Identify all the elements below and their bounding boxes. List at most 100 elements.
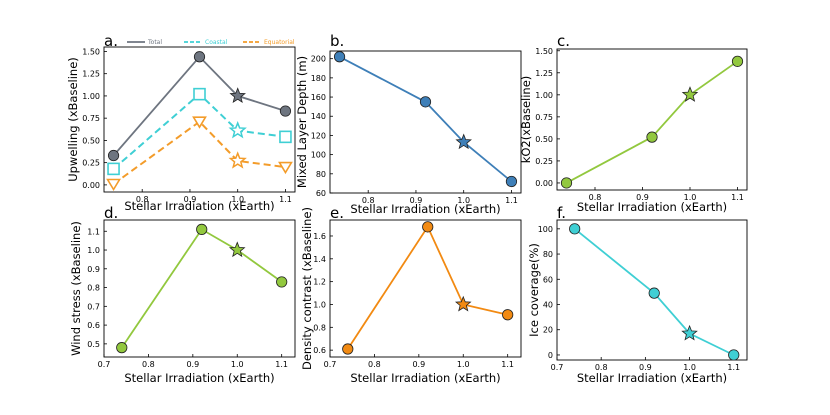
panel-d: 0.7 0.8 0.9 1.0 1.10.50.60.70.80.91.01.1Stel… bbox=[69, 204, 296, 385]
x-tick-label: 0.8 bbox=[589, 193, 602, 202]
p4-s0-pt0-marker bbox=[342, 343, 354, 355]
p0-s1-pt3-marker bbox=[279, 130, 292, 144]
x-axis-label: Stellar Irradiation (xEarth) bbox=[350, 371, 500, 385]
x-tick-label: 1.0 bbox=[231, 195, 244, 204]
y-axis-label: Ice coverage(%) bbox=[527, 243, 541, 337]
p1-s0-pt0-marker bbox=[333, 51, 346, 63]
p1-s0-pt1-marker bbox=[419, 96, 432, 108]
axes-frame bbox=[103, 46, 296, 193]
p0-s1-pt0-marker bbox=[107, 162, 120, 176]
y-tick-label: 0.8 bbox=[87, 284, 100, 293]
legend-label-equatorial: Equatorial bbox=[264, 39, 295, 46]
x-tick-label: 1.0 bbox=[231, 360, 244, 369]
y-tick-label: 200 bbox=[311, 55, 326, 64]
y-axis-label: kO2(xBaseline) bbox=[519, 76, 533, 164]
x-tick-label: 1.1 bbox=[501, 360, 514, 369]
panel-label: f. bbox=[557, 204, 566, 222]
p2-s0-pt0-marker bbox=[560, 177, 573, 189]
y-tick-label: 180 bbox=[311, 74, 326, 83]
p1-s0-pt2-star-marker bbox=[455, 133, 472, 150]
series-line-ko2 bbox=[566, 60, 739, 184]
y-tick-label: 0.50 bbox=[535, 135, 553, 144]
x-axis-label: Stellar Irradiation (xEarth) bbox=[577, 371, 727, 385]
p0-s0-pt3-marker bbox=[279, 105, 292, 117]
panel-a: 0.8 0.9 1.0 1.1 0.00 0.25 0.50 0.75 1.00 1.25 1.50… bbox=[66, 32, 296, 213]
y-axis-label: Density contrast (xBaseline) bbox=[300, 207, 314, 370]
y-tick-label: 1.0 bbox=[313, 300, 326, 309]
y-axis-label: Wind stress (xBaseline) bbox=[69, 221, 83, 356]
y-tick-label: 0.25 bbox=[82, 159, 100, 168]
y-tick-label: 120 bbox=[311, 131, 326, 140]
x-tick-label: 1.1 bbox=[279, 195, 292, 204]
y-tick-label: 1.1 bbox=[87, 227, 100, 236]
p0-s2-pt0-marker bbox=[106, 178, 121, 192]
x-axis-label: Stellar Irradiation (xEarth) bbox=[124, 199, 274, 213]
x-tick-label: 0.8 bbox=[362, 196, 375, 205]
y-tick-label: 160 bbox=[311, 93, 326, 102]
p4-s0-pt1-marker bbox=[422, 221, 434, 233]
series-line-total bbox=[112, 55, 286, 157]
p3-s0-pt2-star-marker bbox=[228, 241, 246, 258]
p2-s0-pt1-marker bbox=[646, 131, 658, 143]
panel-f: 0.7 0.8 0.9 1.0 1.1 0 20 40 60 80 100 Stellar Irrad… bbox=[527, 204, 748, 385]
x-tick-label: 1.1 bbox=[727, 363, 740, 372]
p5-s0-pt0-marker bbox=[569, 223, 581, 235]
y-tick-label: 20 bbox=[543, 326, 553, 335]
y-tick-label: 0.75 bbox=[535, 113, 553, 122]
y-tick-label: 0.5 bbox=[87, 340, 100, 349]
x-axis-label: Stellar Irradiation (xEarth) bbox=[350, 202, 500, 216]
y-tick-label: 40 bbox=[543, 301, 553, 310]
legend-label-coastal: Coastal bbox=[205, 39, 228, 46]
x-tick-label: 0.9 bbox=[639, 363, 652, 372]
y-tick-label: 1.25 bbox=[82, 70, 100, 79]
y-tick-label: 1.6 bbox=[313, 232, 326, 241]
series-line-wind-stress bbox=[121, 228, 283, 349]
panel-b: 0.8 0.9 1.0 1.1 60 80 100 120 140 160 180 200 Stella… bbox=[295, 32, 522, 216]
y-tick-label: 0.7 bbox=[87, 302, 100, 311]
y-tick-label: 0.75 bbox=[82, 114, 100, 123]
y-axis-label: Mixed Layer Depth (m) bbox=[295, 56, 309, 188]
p1-s0-pt3-marker bbox=[505, 175, 518, 188]
axes-frame bbox=[329, 50, 522, 194]
series-line-mixed-layer-depth bbox=[339, 56, 512, 183]
x-tick-label: 0.8 bbox=[142, 360, 155, 369]
y-tick-label: 60 bbox=[543, 275, 553, 284]
y-tick-label: 80 bbox=[543, 250, 553, 259]
x-tick-label: 0.9 bbox=[184, 195, 197, 204]
series-line-density-contrast bbox=[347, 224, 508, 350]
y-tick-label: 1.50 bbox=[535, 47, 553, 56]
y-tick-label: 0.00 bbox=[535, 179, 553, 188]
y-tick-label: 0.6 bbox=[313, 346, 326, 355]
p4-s0-pt3-marker bbox=[502, 309, 514, 321]
panel-c: 0.8 0.9 1.0 1.1 0.00 0.25 0.50 0.75 1.00 1.25 1.50… bbox=[519, 32, 748, 214]
y-tick-label: 1.2 bbox=[313, 278, 326, 287]
p0-s0-pt0-marker bbox=[107, 149, 120, 162]
panel-label: b. bbox=[330, 32, 344, 50]
y-tick-label: 80 bbox=[316, 170, 326, 179]
x-tick-label: 1.1 bbox=[731, 193, 744, 202]
x-tick-label: 0.8 bbox=[136, 195, 149, 204]
axes-frame bbox=[103, 219, 296, 358]
series-line-coastal bbox=[112, 92, 286, 170]
p3-s0-pt3-marker bbox=[276, 276, 288, 288]
panel-label: c. bbox=[557, 32, 570, 50]
y-axis-label: Upwelling (xBaseline) bbox=[66, 57, 80, 182]
p3-s0-pt0-marker bbox=[116, 342, 128, 354]
p5-s0-pt3-marker bbox=[728, 349, 740, 361]
y-tick-label: 1.50 bbox=[82, 47, 100, 56]
p3-s0-pt1-marker bbox=[196, 223, 208, 235]
p2-s0-pt2-star-marker bbox=[681, 86, 699, 102]
p5-s0-pt2-star-marker bbox=[681, 324, 698, 341]
x-axis-label: Stellar Irradiation (xEarth) bbox=[577, 200, 727, 214]
y-tick-label: 100 bbox=[311, 151, 326, 160]
y-tick-label: 60 bbox=[316, 189, 326, 198]
x-tick-label: 1.0 bbox=[457, 196, 470, 205]
p0-s1-pt2-star-marker bbox=[228, 120, 247, 139]
p0-s2-pt3-marker bbox=[278, 161, 293, 175]
axes-frame bbox=[556, 219, 748, 361]
p2-s0-pt3-marker bbox=[731, 55, 744, 67]
x-axis-label: Stellar Irradiation (xEarth) bbox=[124, 371, 274, 385]
p0-s0-pt2-star-marker bbox=[229, 87, 246, 103]
y-tick-label: 1.0 bbox=[87, 246, 100, 255]
series-line-ice-coverage bbox=[574, 228, 735, 356]
